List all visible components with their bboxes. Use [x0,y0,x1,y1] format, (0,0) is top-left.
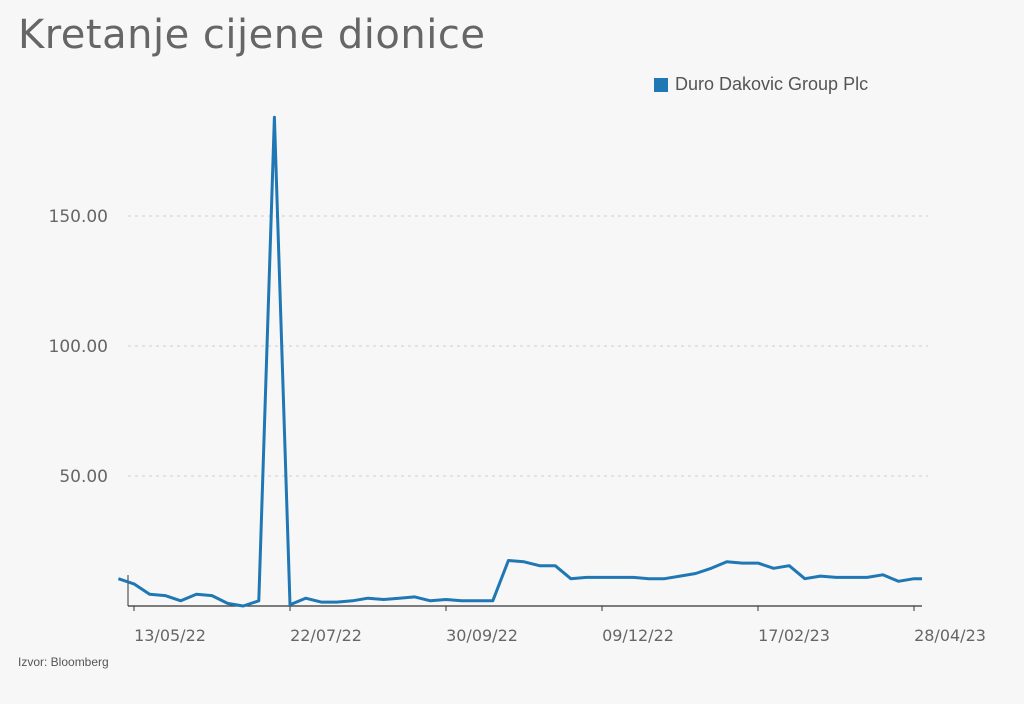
legend-swatch [654,77,668,92]
y-tick-label: 100.00 [49,337,108,357]
series-line-duro-dakovic [117,115,922,608]
y-tick-label: 150.00 [49,207,108,227]
legend-label: Duro Dakovic Group Plc [675,74,869,94]
x-tick-label: 30/09/22 [446,626,518,645]
x-tick-label: 22/07/22 [290,626,362,645]
source-note: Izvor: Bloomberg [18,655,109,669]
y-tick-label: 50.00 [59,467,108,487]
x-tick-label: 13/05/22 [134,626,206,645]
x-tick-label: 09/12/22 [602,626,674,645]
x-tick-label: 28/04/23 [914,626,986,645]
chart-title: Kretanje cijene dionice [18,12,486,58]
x-tick-label: 17/02/23 [758,626,830,645]
chart-legend: Duro Dakovic Group Plc [654,74,868,95]
